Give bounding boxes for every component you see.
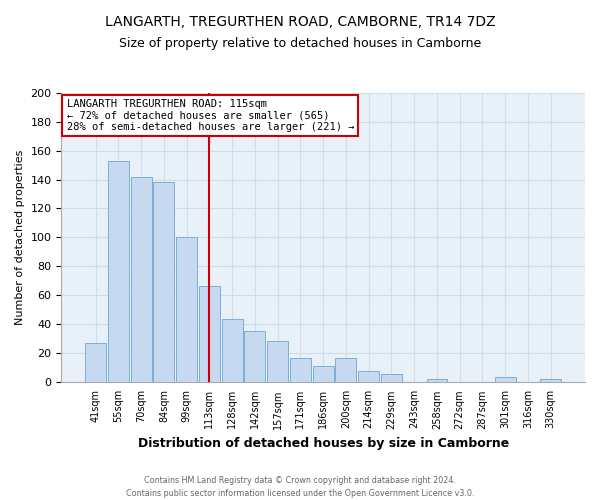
Y-axis label: Number of detached properties: Number of detached properties — [15, 150, 25, 325]
Bar — [540, 378, 561, 382]
Bar — [427, 378, 448, 382]
X-axis label: Distribution of detached houses by size in Camborne: Distribution of detached houses by size … — [137, 437, 509, 450]
Bar — [199, 286, 220, 382]
Bar — [244, 331, 265, 382]
Bar — [222, 320, 242, 382]
Bar — [131, 176, 152, 382]
Bar — [85, 342, 106, 382]
Text: Size of property relative to detached houses in Camborne: Size of property relative to detached ho… — [119, 38, 481, 51]
Text: LANGARTH, TREGURTHEN ROAD, CAMBORNE, TR14 7DZ: LANGARTH, TREGURTHEN ROAD, CAMBORNE, TR1… — [104, 15, 496, 29]
Bar — [335, 358, 356, 382]
Bar — [154, 182, 175, 382]
Bar — [358, 372, 379, 382]
Bar — [176, 238, 197, 382]
Bar — [381, 374, 402, 382]
Bar — [495, 377, 515, 382]
Bar — [313, 366, 334, 382]
Text: LANGARTH TREGURTHEN ROAD: 115sqm
← 72% of detached houses are smaller (565)
28% : LANGARTH TREGURTHEN ROAD: 115sqm ← 72% o… — [67, 99, 354, 132]
Bar — [290, 358, 311, 382]
Bar — [108, 161, 129, 382]
Bar — [267, 341, 288, 382]
Text: Contains HM Land Registry data © Crown copyright and database right 2024.
Contai: Contains HM Land Registry data © Crown c… — [126, 476, 474, 498]
